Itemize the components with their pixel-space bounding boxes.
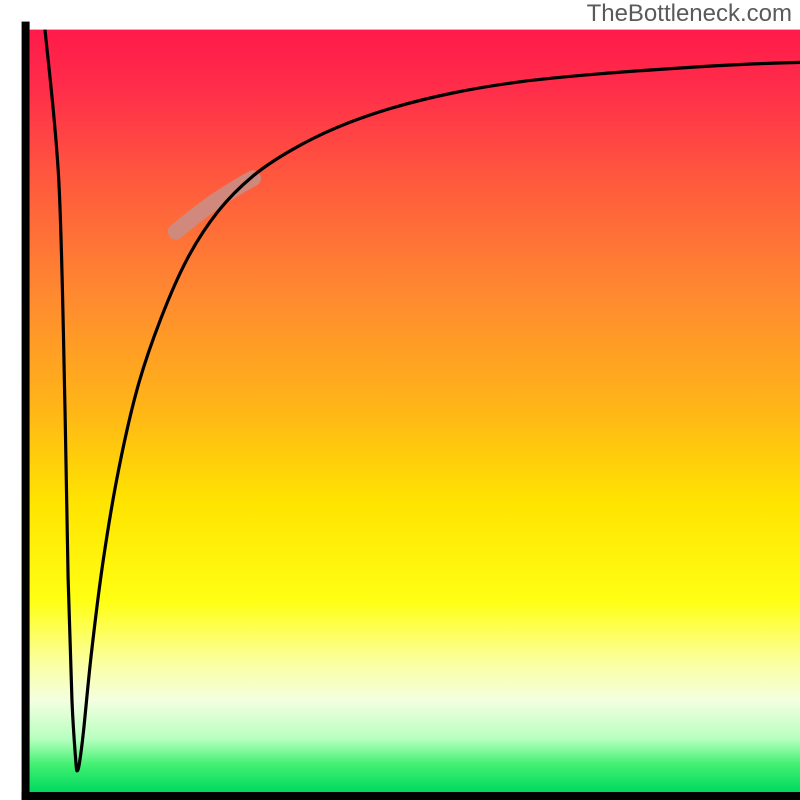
y-axis: [22, 22, 30, 800]
figure-container: TheBottleneck.com: [0, 0, 800, 800]
x-axis: [22, 792, 800, 800]
watermark-text: TheBottleneck.com: [587, 0, 792, 28]
bottleneck-chart: [0, 0, 800, 800]
plot-background: [30, 30, 800, 792]
